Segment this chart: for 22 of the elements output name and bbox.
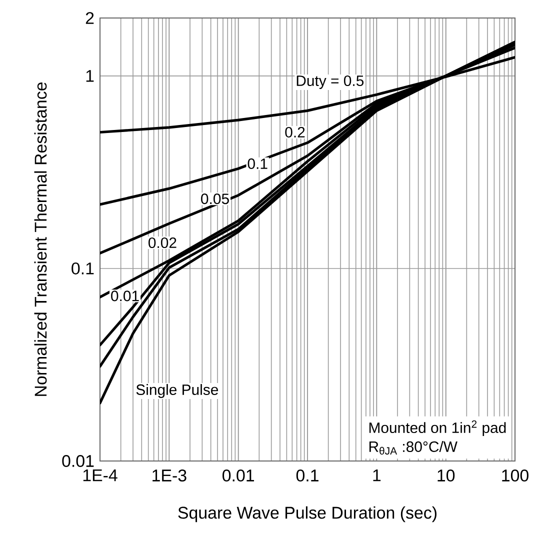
x-axis-title: Square Wave Pulse Duration (sec) <box>178 506 436 522</box>
annotation: 0.02 <box>148 237 176 248</box>
x-tick-label: 0.01 <box>222 470 254 482</box>
annotation: Single Pulse <box>136 384 218 398</box>
y-tick-label: 2 <box>86 12 94 24</box>
annotation: 0.01 <box>111 290 139 302</box>
y-axis-title: Normalized Transient Thermal Resistance <box>34 82 47 396</box>
x-tick-label: 10 <box>438 470 455 482</box>
annotation: Duty = 0.5 <box>296 75 364 89</box>
x-tick-label: 1E-3 <box>152 470 186 482</box>
annotation: R$_{θJA}$ :80°C/W <box>369 441 458 455</box>
annotation: Mounted on 1in$^{2}$ pad <box>369 420 506 436</box>
y-tick-label: 1 <box>86 70 94 82</box>
annotation: 0.2 <box>285 126 305 138</box>
x-tick-label: 100 <box>502 470 528 482</box>
x-tick-label: 1 <box>373 470 381 482</box>
y-tick-label: 0.01 <box>62 454 94 467</box>
y-tick-label: 0.1 <box>72 262 94 274</box>
x-tick-label: 1E-4 <box>83 470 118 482</box>
x-tick-label: 0.1 <box>296 470 318 482</box>
annotation: 0.1 <box>248 158 268 170</box>
annotation: 0.05 <box>201 194 229 204</box>
